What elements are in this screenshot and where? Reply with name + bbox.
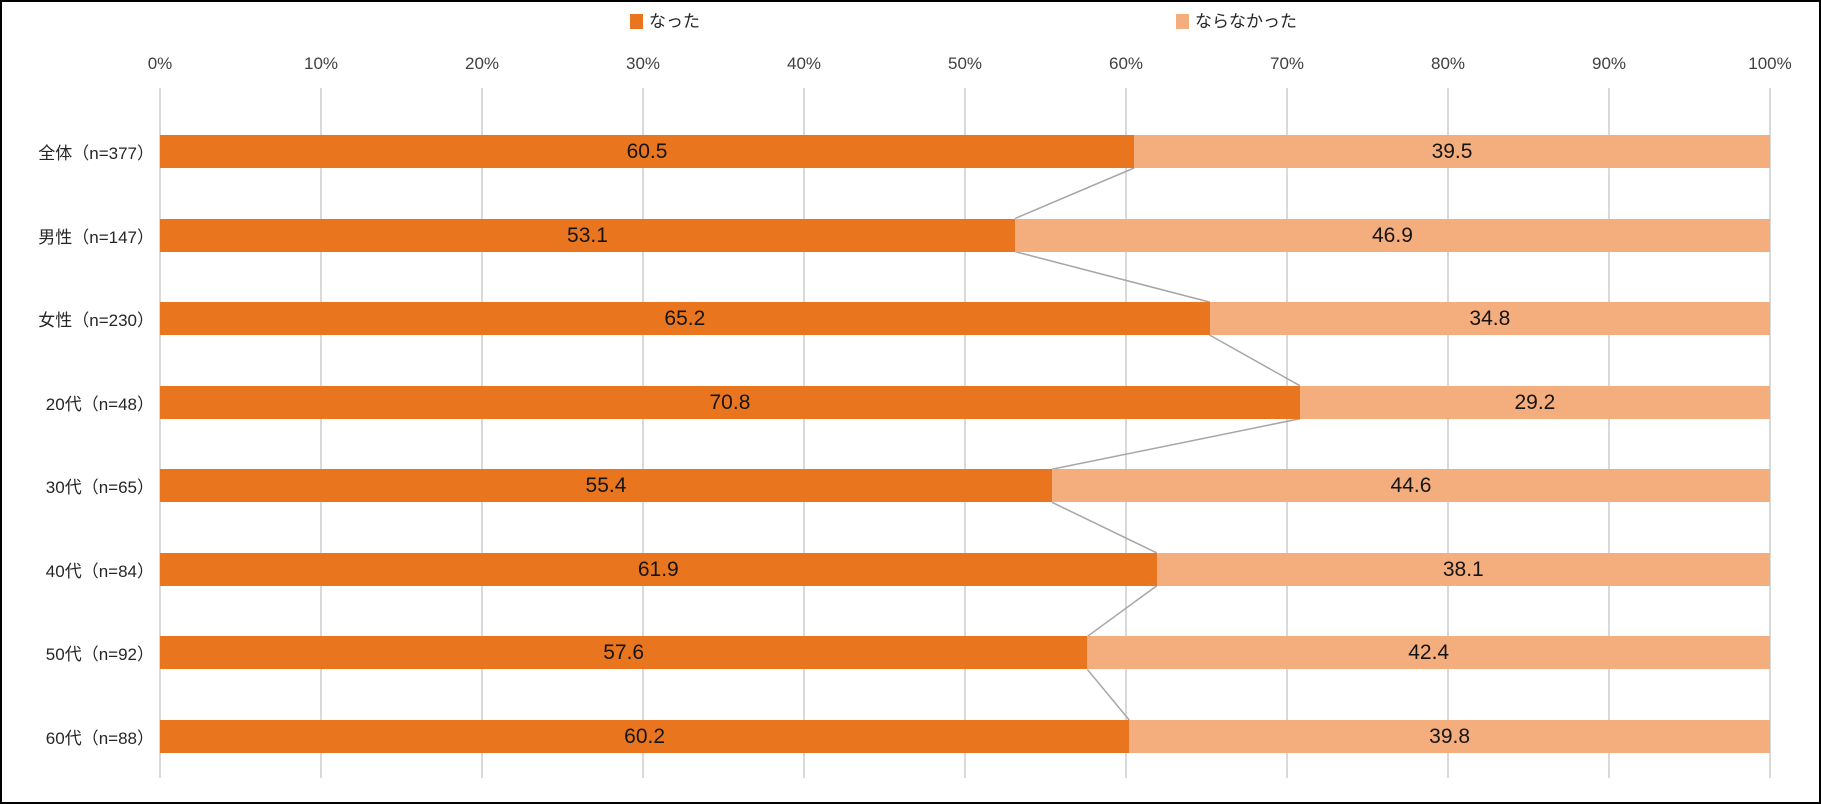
gridline xyxy=(481,88,483,778)
bar-segment-natta: 57.6 xyxy=(160,636,1088,670)
value-label: 34.8 xyxy=(1469,307,1511,331)
bar-segment-naranakatta: 39.8 xyxy=(1129,719,1770,753)
bar-segment-natta: 70.8 xyxy=(160,385,1300,419)
gridline xyxy=(1608,88,1610,778)
x-axis-tick-label: 80% xyxy=(1430,54,1466,73)
gridline xyxy=(803,88,805,778)
connector-line xyxy=(1014,250,1210,303)
value-label: 44.6 xyxy=(1390,474,1432,498)
category-label: 女性（n=230） xyxy=(38,311,154,331)
value-label: 39.8 xyxy=(1429,724,1471,748)
category-label: 50代（n=92） xyxy=(45,645,154,665)
x-axis-tick-label: 60% xyxy=(1108,54,1144,73)
connector-line xyxy=(1051,501,1157,554)
gridline xyxy=(159,88,161,778)
x-axis-tick-label: 30% xyxy=(625,54,661,73)
category-label: 30代（n=65） xyxy=(45,478,154,498)
bar-segment-natta: 53.1 xyxy=(160,218,1015,252)
category-label: 男性（n=147） xyxy=(38,227,154,247)
legend-item-naranakatta: ならなかった xyxy=(1176,13,1297,30)
value-label: 46.9 xyxy=(1372,223,1413,247)
value-label: 70.8 xyxy=(709,390,751,414)
connector-line xyxy=(1051,417,1301,471)
category-label: 20代（n=48） xyxy=(45,394,154,414)
bar-segment-naranakatta: 29.2 xyxy=(1299,385,1770,419)
connector-line xyxy=(1086,585,1158,638)
value-label: 60.2 xyxy=(624,724,666,748)
bar-segment-natta: 60.2 xyxy=(160,719,1130,753)
x-axis-tick-label: 50% xyxy=(947,54,983,73)
bar-segment-naranakatta: 44.6 xyxy=(1051,469,1770,503)
legend-item-natta: なった xyxy=(630,13,700,30)
gridline xyxy=(1125,88,1127,778)
bar-segment-naranakatta: 39.5 xyxy=(1134,135,1770,168)
gridline xyxy=(1769,88,1771,778)
value-label: 65.2 xyxy=(664,307,706,331)
value-label: 60.5 xyxy=(626,140,668,163)
bar-segment-naranakatta: 34.8 xyxy=(1209,302,1770,336)
gridline xyxy=(1447,88,1449,778)
connector-line xyxy=(1086,668,1130,721)
gridline xyxy=(320,88,322,778)
bar-segment-natta: 55.4 xyxy=(160,469,1052,503)
gridline xyxy=(1286,88,1288,778)
value-label: 55.4 xyxy=(585,474,627,498)
x-axis-tick-label: 90% xyxy=(1591,54,1627,73)
legend-swatch-naranakatta xyxy=(1176,14,1189,29)
bar-segment-naranakatta: 46.9 xyxy=(1014,218,1770,252)
value-label: 39.5 xyxy=(1431,140,1473,163)
x-axis-tick-label: 10% xyxy=(303,54,339,73)
value-label: 53.1 xyxy=(567,223,608,247)
value-label: 57.6 xyxy=(603,641,645,665)
legend-label-natta: なった xyxy=(649,12,700,31)
x-axis-tick-label: 70% xyxy=(1269,54,1305,73)
bar-segment-natta: 65.2 xyxy=(160,302,1210,336)
gridline xyxy=(964,88,966,778)
value-label: 42.4 xyxy=(1408,641,1450,665)
bar-segment-naranakatta: 42.4 xyxy=(1087,636,1770,670)
bar-segment-naranakatta: 38.1 xyxy=(1156,552,1770,586)
value-label: 61.9 xyxy=(637,557,679,581)
bar-segment-natta: 60.5 xyxy=(160,135,1135,168)
connector-line xyxy=(1014,167,1135,220)
value-label: 38.1 xyxy=(1442,557,1484,581)
x-axis-tick-label: 20% xyxy=(464,54,500,73)
x-axis-tick-label: 0% xyxy=(147,54,173,73)
category-label: 40代（n=84） xyxy=(45,561,154,581)
category-label: 全体（n=377） xyxy=(38,144,154,163)
category-label: 60代（n=88） xyxy=(45,728,154,748)
legend-swatch-natta xyxy=(630,14,643,29)
x-axis-tick-label: 40% xyxy=(786,54,822,73)
gridline xyxy=(642,88,644,778)
legend-label-naranakatta: ならなかった xyxy=(1195,12,1297,31)
x-axis-tick-label: 100% xyxy=(1748,54,1792,73)
bar-segment-natta: 61.9 xyxy=(160,552,1157,586)
value-label: 29.2 xyxy=(1514,390,1556,414)
